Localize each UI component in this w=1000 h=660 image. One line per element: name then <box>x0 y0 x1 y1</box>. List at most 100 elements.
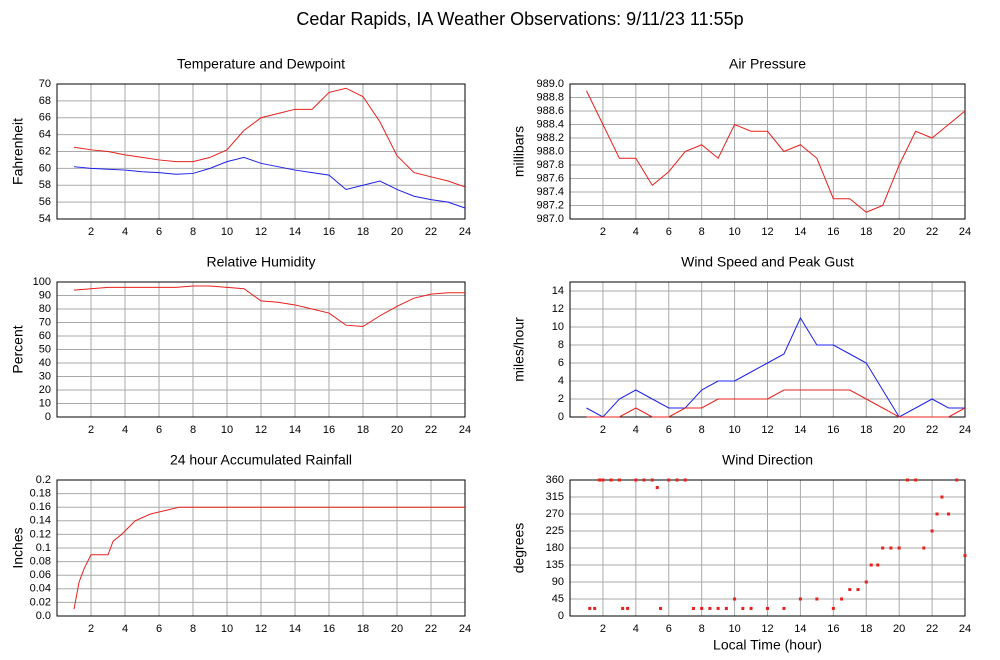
data-line <box>73 87 466 188</box>
x-tick-label: 16 <box>827 623 839 635</box>
page-title: Cedar Rapids, IA Weather Observations: 9… <box>296 9 743 29</box>
y-tick-label: 10 <box>552 321 564 333</box>
y-tick-label: 0.14 <box>30 515 51 527</box>
y-tick-label: 988.4 <box>536 118 564 130</box>
x-tick-label: 12 <box>255 424 267 436</box>
chart-title: Temperature and Dewpoint <box>177 56 345 72</box>
x-tick-label: 24 <box>959 623 971 635</box>
y-tick-label: 10 <box>39 397 51 409</box>
x-tick-label: 4 <box>633 226 639 238</box>
y-tick-label: 0.16 <box>30 501 51 513</box>
x-tick-label: 2 <box>88 424 94 436</box>
data-point <box>626 606 630 610</box>
data-point <box>655 486 659 490</box>
y-tick-label: 70 <box>39 316 51 328</box>
y-tick-label: 8 <box>558 339 564 351</box>
plot-frame <box>569 479 966 617</box>
y-tick-label: 987.0 <box>536 213 564 225</box>
y-tick-label: 989.0 <box>536 78 564 90</box>
x-tick-label: 18 <box>357 226 369 238</box>
x-tick-label: 14 <box>794 623 806 635</box>
x-tick-label: 10 <box>728 623 740 635</box>
x-tick-label: 2 <box>88 226 94 238</box>
x-tick-label: 12 <box>255 623 267 635</box>
data-point <box>947 512 951 516</box>
x-tick-label: 18 <box>357 424 369 436</box>
data-point <box>634 478 638 482</box>
data-point <box>766 606 769 610</box>
data-point <box>675 478 679 482</box>
data-point <box>905 478 909 482</box>
chart-title: Air Pressure <box>729 56 806 72</box>
y-tick-label: 90 <box>552 576 564 588</box>
y-tick-label: 20 <box>39 384 51 396</box>
x-tick-label: 8 <box>699 623 705 635</box>
y-tick-label: 100 <box>33 276 51 288</box>
x-tick-label: 16 <box>323 226 335 238</box>
x-tick-label: 8 <box>190 424 196 436</box>
y-tick-label: 4 <box>558 375 564 387</box>
data-point <box>840 597 844 601</box>
y-tick-label: 56 <box>39 196 51 208</box>
x-tick-label: 2 <box>600 424 606 436</box>
data-line <box>586 316 965 418</box>
chart-title: Relative Humidity <box>207 254 316 270</box>
x-tick-label: 18 <box>860 424 872 436</box>
x-tick-label: 14 <box>289 623 301 635</box>
x-tick-label: 22 <box>926 226 938 238</box>
x-tick-label: 20 <box>391 623 403 635</box>
data-line <box>586 389 966 418</box>
x-tick-label: 16 <box>323 623 335 635</box>
y-tick-label: 987.6 <box>536 172 564 184</box>
y-tick-label: 68 <box>39 95 51 107</box>
data-point <box>963 554 967 558</box>
y-tick-label: 180 <box>546 542 564 554</box>
data-point <box>881 546 885 550</box>
y-tick-label: 12 <box>552 303 564 315</box>
data-point <box>741 606 745 610</box>
data-point <box>922 546 926 550</box>
chart-title: Wind Direction <box>722 452 813 468</box>
y-tick-label: 988.0 <box>536 145 564 157</box>
y-tick-label: 14 <box>552 285 564 297</box>
data-point <box>798 597 802 601</box>
data-point <box>848 588 852 592</box>
x-tick-label: 14 <box>794 424 806 436</box>
y-tick-label: 0 <box>45 411 51 423</box>
y-tick-label: 58 <box>39 179 51 191</box>
data-point <box>831 606 835 610</box>
y-tick-label: 60 <box>39 330 51 342</box>
y-tick-label: 987.8 <box>536 159 564 171</box>
data-point <box>749 606 753 610</box>
y-axis-label: millibars <box>511 126 527 177</box>
data-point <box>598 478 602 482</box>
y-tick-label: 315 <box>546 491 564 503</box>
data-point <box>593 606 597 610</box>
x-tick-label: 4 <box>122 424 128 436</box>
y-tick-label: 0.06 <box>30 569 51 581</box>
x-tick-label: 8 <box>699 226 705 238</box>
x-tick-label: 4 <box>633 623 639 635</box>
data-line <box>73 506 465 610</box>
x-tick-label: 24 <box>459 226 471 238</box>
x-tick-label: 2 <box>600 226 606 238</box>
y-tick-label: 54 <box>39 213 51 225</box>
y-axis-label: miles/hour <box>511 317 527 382</box>
data-point <box>815 597 819 601</box>
data-point <box>864 580 868 584</box>
y-tick-label: 40 <box>39 357 51 369</box>
y-tick-label: 987.2 <box>536 199 564 211</box>
data-point <box>650 478 654 482</box>
data-point <box>782 606 786 610</box>
data-point <box>621 606 625 610</box>
x-tick-label: 4 <box>633 424 639 436</box>
data-point <box>601 478 605 482</box>
x-tick-label: 20 <box>893 226 905 238</box>
y-tick-label: 60 <box>39 162 51 174</box>
data-point <box>930 529 934 533</box>
x-tick-label: 14 <box>289 424 301 436</box>
y-tick-label: 0.1 <box>36 542 51 554</box>
y-tick-label: 360 <box>546 474 564 486</box>
x-tick-label: 6 <box>666 424 672 436</box>
y-tick-label: 0 <box>558 610 564 622</box>
